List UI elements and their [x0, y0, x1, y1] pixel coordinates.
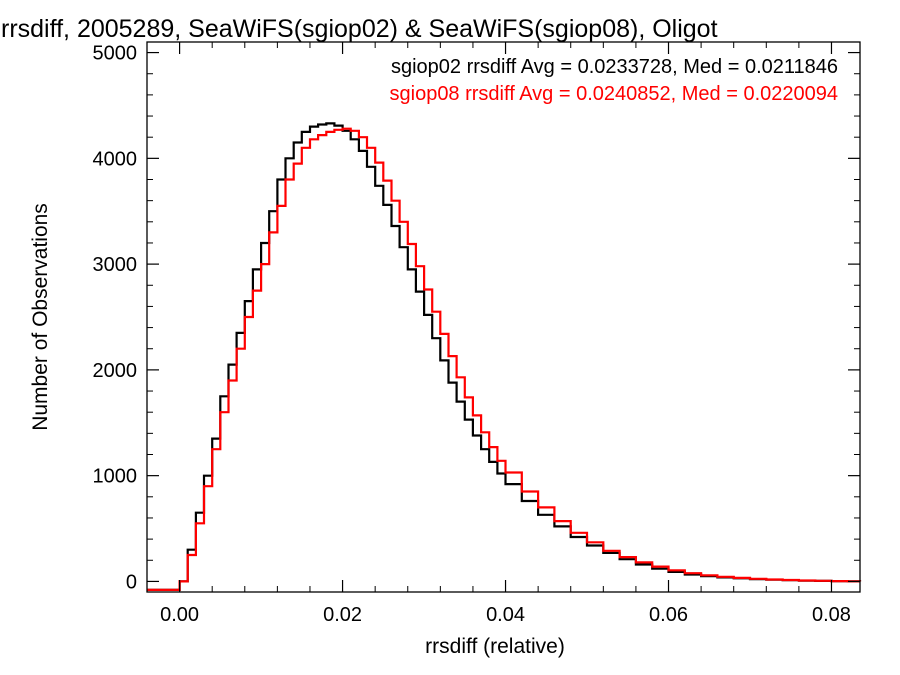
plot-frame	[146, 41, 861, 593]
series-line-sgiop08	[147, 127, 862, 591]
y-tick-label: 4000	[93, 148, 138, 170]
x-tick-label: 0.00	[160, 604, 199, 626]
legend-entry-sgiop02: sgiop02 rrsdiff Avg = 0.0233728, Med = 0…	[391, 56, 838, 78]
x-tick-label: 0.02	[323, 604, 362, 626]
x-tick-label: 0.06	[649, 604, 688, 626]
y-tick-label: 2000	[93, 360, 138, 382]
series-line-sgiop02	[147, 122, 862, 591]
axis-ticks: 0.00 0.02 0.04 0.06 0.08 0 1000 2000 3000 4000 500…	[93, 42, 860, 626]
x-axis-label: rrsdiff (relative)	[425, 635, 565, 658]
chart-title: rrsdiff, 2005289, SeaWiFS(sgiop02) & Sea…	[1, 15, 718, 43]
y-tick-label: 3000	[93, 254, 138, 276]
x-tick-label: 0.04	[486, 604, 525, 626]
y-tick-label: 5000	[93, 43, 138, 65]
legend-entry-sgiop08: sgiop08 rrsdiff Avg = 0.0240852, Med = 0…	[390, 83, 839, 105]
y-tick-label: 1000	[93, 466, 138, 488]
y-axis-label: Number of Observations	[29, 203, 52, 431]
plot-area	[147, 122, 862, 591]
x-tick-label: 0.08	[812, 604, 851, 626]
y-tick-label: 0	[126, 571, 137, 593]
